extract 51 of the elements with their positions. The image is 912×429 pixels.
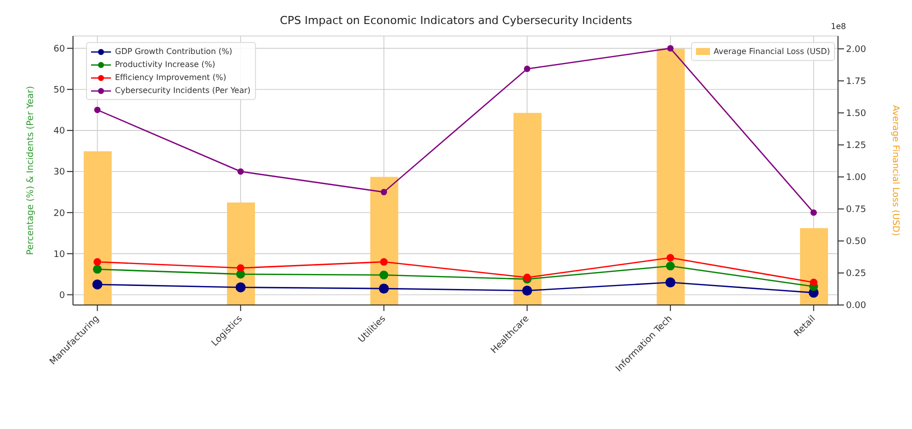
y-tick-label: 30 xyxy=(54,168,66,178)
y2-axis-title: Average Financial Loss (USD) xyxy=(890,105,900,236)
legend-label: Productivity Increase (%) xyxy=(115,59,216,71)
y-tick-label: 40 xyxy=(54,126,66,137)
point xyxy=(92,279,102,290)
chart-title: CPS Impact on Economic Indicators and Cybersecurity Incidents xyxy=(280,14,632,27)
y2-tick-label: 1.50 xyxy=(846,109,866,120)
point xyxy=(380,188,388,196)
bar xyxy=(84,151,112,305)
point xyxy=(236,264,244,272)
point xyxy=(810,209,817,216)
bar xyxy=(800,228,828,305)
bar xyxy=(370,176,398,305)
legend-label: Efficiency Improvement (%) xyxy=(115,72,226,84)
legend-label: Cybersecurity Incidents (Per Year) xyxy=(115,85,251,97)
bar xyxy=(226,202,255,305)
point xyxy=(666,262,675,270)
point xyxy=(523,274,531,282)
legend-label: Average Financial Loss (USD) xyxy=(714,46,830,58)
y2-tick-label: 2.00 xyxy=(846,45,866,56)
bar xyxy=(656,48,685,305)
point xyxy=(92,264,102,274)
point xyxy=(94,106,101,114)
point xyxy=(237,168,244,175)
y-tick-label: 0 xyxy=(59,290,66,301)
y2-tick-label: 0.25 xyxy=(846,269,866,280)
y-tick-label: 60 xyxy=(54,44,66,55)
text: 1e8 xyxy=(830,22,846,31)
point xyxy=(665,277,676,288)
point xyxy=(378,284,389,294)
point xyxy=(236,282,246,292)
y2-tick-label: 0.50 xyxy=(846,237,866,248)
point xyxy=(379,270,388,280)
y-tick-label: 10 xyxy=(54,250,66,260)
point xyxy=(380,258,388,266)
point xyxy=(94,258,102,266)
y2-tick-label: 1.00 xyxy=(846,173,866,184)
y2-tick-label: 1.75 xyxy=(846,77,866,88)
y-tick-label: 50 xyxy=(54,86,66,96)
y-axis-title: Percentage (%) & Incidents (Per Year) xyxy=(26,86,36,255)
point xyxy=(810,278,818,286)
point xyxy=(666,254,674,262)
point xyxy=(667,45,674,52)
point xyxy=(522,286,532,296)
y2-tick-label: 1.25 xyxy=(846,141,866,152)
legend-label: GDP Growth Contribution (%) xyxy=(115,46,232,58)
y2-tick-label: 0.75 xyxy=(846,205,866,216)
point xyxy=(524,66,530,72)
bar xyxy=(514,112,542,305)
y-tick-label: 20 xyxy=(54,208,66,219)
y2-tick-label: 0.00 xyxy=(846,301,866,312)
